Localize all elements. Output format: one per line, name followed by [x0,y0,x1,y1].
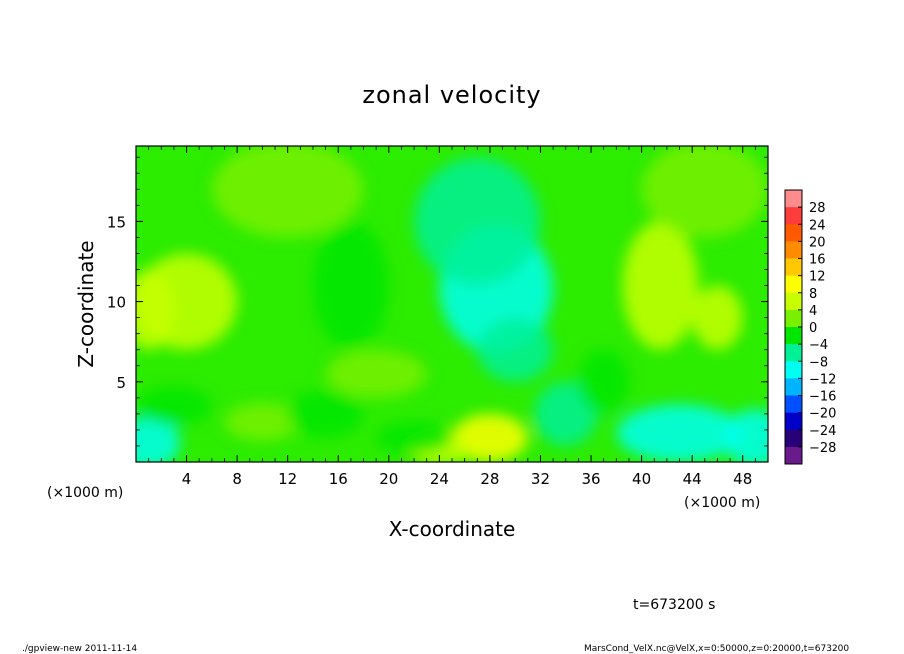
x-tick-label: 40 [632,470,651,488]
field-feature [211,146,364,238]
x-unit-label-right: (×1000 m) [684,495,760,511]
field-feature [578,349,629,414]
y-axis-ticks: 5 10 15 [107,156,768,447]
colorbar-label: 24 [809,218,826,233]
time-annotation: t=673200 s [633,597,715,613]
x-tick-label: 44 [683,470,702,488]
field-feature [477,317,554,382]
x-tick-label: 4 [182,470,192,488]
colorbar-label: −8 [809,355,828,370]
colorbar-label: 8 [809,287,817,302]
colorbar-label: 16 [809,253,826,268]
field-feature [641,146,768,238]
field-feature [325,349,427,398]
colorbar-swatch [785,275,802,294]
footer-left: ./gpview-new 2011-11-14 [22,644,137,654]
colorbar-swatch [785,361,802,379]
colorbar-swatch [785,429,802,448]
x-tick-label: 20 [379,470,398,488]
field-feature [136,269,174,350]
colorbar-swatch [785,412,802,431]
field-feature [723,409,768,462]
field-feature [452,413,528,462]
colorbar-label: −12 [809,372,836,387]
chart-title: zonal velocity [362,81,541,109]
field-feature [136,386,212,426]
y-axis-label: Z-coordinate [74,240,98,367]
colorbar-swatch [785,258,802,276]
colorbar-swatch [785,224,802,242]
x-tick-label: 28 [480,470,499,488]
colorbar-swatch [785,327,802,345]
x-tick-label: 12 [278,470,297,488]
colorbar-label: 12 [809,270,826,285]
field-feature [616,404,743,462]
field-feature [414,157,541,286]
field-feature [287,389,364,438]
x-unit-label-left: (×1000 m) [47,485,123,501]
x-tick-label: 16 [329,470,348,488]
field-feature [534,381,598,446]
colorbar-label: −20 [809,407,836,422]
heatmap-field [136,146,768,462]
y-tick-label: 10 [107,294,126,312]
colorbar-swatch [785,292,802,311]
y-tick-label: 15 [107,213,126,231]
field-feature [692,285,743,350]
colorbar-label: −16 [809,390,836,405]
field-feature [224,402,301,442]
colorbar-label: 20 [809,235,826,250]
x-tick-label: 48 [733,470,752,488]
colorbar-swatch [785,378,802,396]
colorbar-swatch [785,207,802,225]
colorbar-label: −4 [809,338,828,353]
x-tick-label: 36 [581,470,600,488]
x-tick-label: 8 [232,470,242,488]
colorbar-label: −28 [809,441,836,456]
x-axis-ticks: 4 8 12 16 20 24 28 32 36 40 44 48 [148,146,756,488]
x-tick-label: 32 [531,470,550,488]
colorbar-label: 28 [809,201,826,216]
colorbar: 28 24 20 16 12 8 4 0 −4 −8 −12 −16 −20 −24 −28 [784,189,836,465]
colorbar-swatch [785,241,802,259]
colorbar-swatch [785,446,802,465]
colorbar-swatch [785,395,802,413]
colorbar-label: 4 [809,304,817,319]
field-feature [622,221,699,350]
colorbar-label: 0 [809,321,817,336]
colorbar-swatch [785,190,802,208]
x-axis-label: X-coordinate [389,517,516,541]
colorbar-label: −24 [809,424,836,439]
colorbar-swatch [785,309,802,328]
x-tick-label: 24 [430,470,449,488]
field-feature [376,421,452,454]
field-feature [312,221,389,350]
y-tick-label: 5 [116,374,126,392]
footer-right: MarsCond_VelX.nc@VelX,x=0:50000,z=0:2000… [584,644,849,654]
colorbar-swatch [785,344,802,362]
field-feature [136,417,181,462]
